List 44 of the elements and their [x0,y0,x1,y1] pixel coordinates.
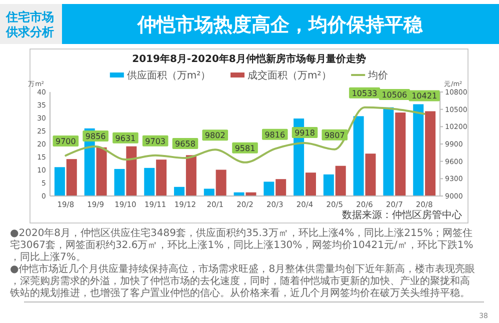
bar [96,147,107,196]
source-note: 数据来源：仲恺区房管中心 [342,209,462,221]
bar [174,186,185,196]
bar [264,182,274,196]
text: ●2020年8月，仲恺区供应住宅3489套，供应面积约35.3万㎡，环比上涨4%，同比上涨215%；网签住宅3067套，网签面积约32.6万㎡，环比上涨1%，同比上涨130%，网签均价10421元/㎡，环比下跌1%，同比上涨7%。 [10,227,474,263]
bar [66,159,77,196]
data-label: 9802 [204,131,226,140]
data-label: 9703 [145,136,166,146]
legend-label: 均价 [367,70,388,82]
data-label: 9816 [264,130,286,140]
bar [335,166,346,196]
data-label: 10421 [412,92,438,101]
chart-subtitle: 2019年8月-2020年8月仲恺新房市场每月量价走势 [132,53,366,65]
bar [186,155,196,196]
bar [204,188,214,196]
bar [383,107,394,196]
data-label: 9807 [324,130,345,140]
bar [323,174,334,196]
bar [276,179,286,196]
chart-title: 仲恺市场热度高企，均价保持平稳 [136,14,424,36]
data-label: 10533 [352,88,378,98]
bar [126,146,137,196]
data-label: 9658 [175,139,196,148]
bar [305,172,316,196]
data-label: 9631 [115,134,136,143]
data-label: 9918 [294,128,315,138]
data-label: 9581 [234,144,256,153]
bar [216,170,226,196]
bar [365,154,376,196]
data-label: 9856 [85,132,106,142]
bar [353,116,364,196]
bar [425,111,436,196]
bar [156,160,167,196]
text: ●仲恺市场近几个月供应量持续保持高位，市场需求旺盛，8月整体供需量均创下近年新高，楼市表现亮眼，深莞购房需求的外溢，加快了仲恺市场的去化速度，同时，随着仲恺城市更新的加快、产业的聚拢和高铁站的规划推进，也增强了客户置业仲恺的信心。从价格来看，近几个月网签均价在破万关头维持平稳。 [9,263,476,299]
bar [54,167,65,196]
bar [395,112,406,196]
bar [114,168,125,196]
legend-label: 成交面积（万m²） [248,70,332,82]
text: 住宅市场供求分析 [5,10,54,39]
data-label: 10506 [382,90,408,100]
data-label: 9700 [56,137,76,146]
bar [144,168,155,196]
legend-label: 供应面积（万m²） [126,70,211,82]
bar [413,104,424,196]
